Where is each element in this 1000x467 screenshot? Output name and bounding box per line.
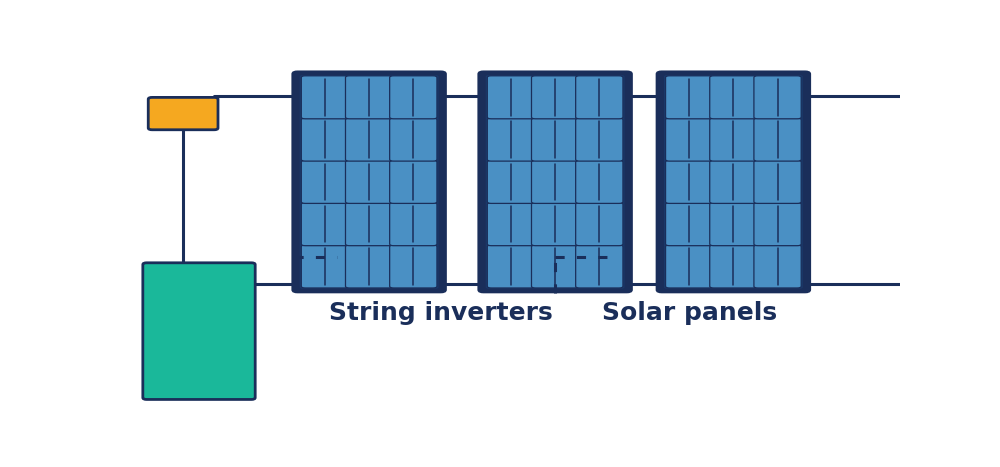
FancyBboxPatch shape [710, 76, 757, 119]
FancyBboxPatch shape [710, 160, 757, 204]
FancyBboxPatch shape [657, 72, 810, 292]
FancyBboxPatch shape [666, 118, 713, 161]
FancyBboxPatch shape [666, 76, 713, 119]
FancyBboxPatch shape [345, 76, 393, 119]
FancyBboxPatch shape [710, 118, 757, 161]
FancyBboxPatch shape [345, 245, 393, 288]
FancyBboxPatch shape [664, 75, 803, 289]
FancyBboxPatch shape [754, 76, 801, 119]
FancyBboxPatch shape [487, 76, 535, 119]
FancyBboxPatch shape [345, 160, 393, 204]
FancyBboxPatch shape [576, 245, 623, 288]
FancyBboxPatch shape [531, 160, 579, 204]
FancyBboxPatch shape [576, 160, 623, 204]
FancyBboxPatch shape [301, 245, 349, 288]
FancyBboxPatch shape [486, 75, 624, 289]
FancyBboxPatch shape [487, 203, 535, 246]
Text: Solar panels: Solar panels [602, 301, 777, 325]
FancyBboxPatch shape [754, 245, 801, 288]
FancyBboxPatch shape [390, 118, 437, 161]
FancyBboxPatch shape [666, 160, 713, 204]
FancyBboxPatch shape [143, 263, 255, 399]
FancyBboxPatch shape [531, 245, 579, 288]
FancyBboxPatch shape [666, 203, 713, 246]
FancyBboxPatch shape [300, 75, 438, 289]
FancyBboxPatch shape [487, 118, 535, 161]
FancyBboxPatch shape [301, 203, 349, 246]
FancyBboxPatch shape [390, 76, 437, 119]
FancyBboxPatch shape [531, 76, 579, 119]
FancyBboxPatch shape [666, 245, 713, 288]
FancyBboxPatch shape [754, 160, 801, 204]
FancyBboxPatch shape [345, 118, 393, 161]
FancyBboxPatch shape [531, 118, 579, 161]
FancyBboxPatch shape [576, 118, 623, 161]
FancyBboxPatch shape [487, 245, 535, 288]
FancyBboxPatch shape [293, 72, 445, 292]
FancyBboxPatch shape [710, 203, 757, 246]
FancyBboxPatch shape [487, 160, 535, 204]
Text: String inverters: String inverters [329, 301, 553, 325]
FancyBboxPatch shape [710, 245, 757, 288]
FancyBboxPatch shape [301, 118, 349, 161]
FancyBboxPatch shape [754, 203, 801, 246]
FancyBboxPatch shape [390, 245, 437, 288]
FancyBboxPatch shape [576, 76, 623, 119]
FancyBboxPatch shape [345, 203, 393, 246]
FancyBboxPatch shape [390, 203, 437, 246]
FancyBboxPatch shape [301, 160, 349, 204]
FancyBboxPatch shape [390, 160, 437, 204]
FancyBboxPatch shape [148, 98, 218, 130]
FancyBboxPatch shape [301, 76, 349, 119]
FancyBboxPatch shape [576, 203, 623, 246]
FancyBboxPatch shape [754, 118, 801, 161]
FancyBboxPatch shape [479, 72, 631, 292]
FancyBboxPatch shape [531, 203, 579, 246]
